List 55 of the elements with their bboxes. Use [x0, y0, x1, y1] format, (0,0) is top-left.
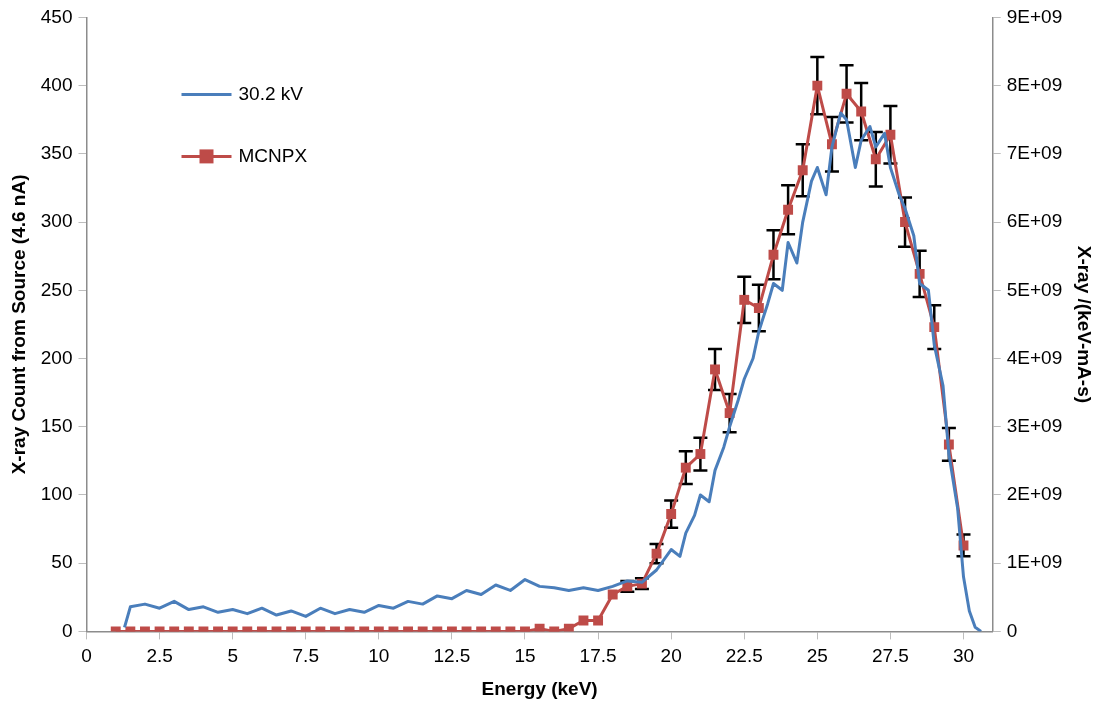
y2-tick-label: 9E+09 — [1006, 5, 1063, 27]
point — [593, 615, 604, 626]
x-tick-label: 20 — [660, 645, 682, 667]
point — [534, 623, 545, 632]
point — [753, 303, 764, 313]
point — [563, 623, 574, 632]
y-tick-label: 400 — [40, 73, 73, 95]
y2-tick-label: 3E+09 — [1006, 414, 1063, 436]
y-tick-label: 450 — [40, 5, 73, 27]
y2-tick-label: 8E+09 — [1006, 73, 1063, 95]
y2-tick-label: 0 — [1006, 619, 1018, 641]
y-tick-label: 200 — [40, 346, 73, 368]
x-tick-label: 2.5 — [146, 645, 173, 667]
legend-label: MCNPX — [238, 144, 308, 166]
x-tick-label: 15 — [514, 645, 536, 667]
point — [607, 589, 618, 600]
point — [783, 204, 794, 215]
point — [739, 294, 750, 305]
y2-tick-label: 2E+09 — [1006, 483, 1063, 505]
x-tick-label: 27.5 — [871, 645, 909, 667]
x-tick-label: 10 — [368, 645, 390, 667]
x-tick-label: 30 — [952, 645, 975, 667]
legend-label: 30.2 kV — [238, 82, 304, 104]
point — [695, 449, 706, 459]
y-tick-label: 250 — [40, 278, 73, 300]
y-tick-label: 350 — [40, 142, 73, 164]
y-tick-label: 300 — [40, 210, 73, 232]
point — [856, 106, 867, 117]
x-tick-label: 7.5 — [292, 645, 319, 667]
point — [768, 249, 779, 260]
x-tick-label: 17.5 — [579, 645, 617, 667]
y2-tick-label: 7E+09 — [1006, 142, 1063, 164]
x-tick-label: 5 — [227, 645, 238, 667]
y2-axis-title: X-ray /(keV-mA-s) — [1074, 245, 1096, 404]
point — [870, 154, 881, 165]
x-tick-label: 22.5 — [725, 645, 763, 667]
y2-tick-label: 4E+09 — [1006, 346, 1063, 368]
point — [841, 88, 852, 99]
y-tick-label: 50 — [51, 551, 73, 573]
y-tick-label: 0 — [61, 619, 73, 641]
x-axis-title: Energy (keV) — [481, 677, 598, 699]
y2-tick-label: 1E+09 — [1006, 551, 1063, 573]
point — [797, 165, 808, 176]
y-tick-label: 150 — [40, 414, 73, 436]
y-axis-title: X-ray Count from Source (4.6 nA) — [7, 174, 29, 475]
x-tick-label: 0 — [81, 645, 92, 667]
y-tick-label: 100 — [40, 483, 73, 505]
point — [680, 462, 691, 473]
point — [710, 364, 720, 375]
point — [666, 509, 677, 520]
x-tick-label: 12.5 — [433, 645, 471, 667]
x-tick-label: 25 — [806, 645, 828, 667]
point — [812, 80, 823, 91]
y2-tick-label: 5E+09 — [1006, 278, 1063, 300]
y2-tick-label: 6E+09 — [1006, 210, 1063, 232]
